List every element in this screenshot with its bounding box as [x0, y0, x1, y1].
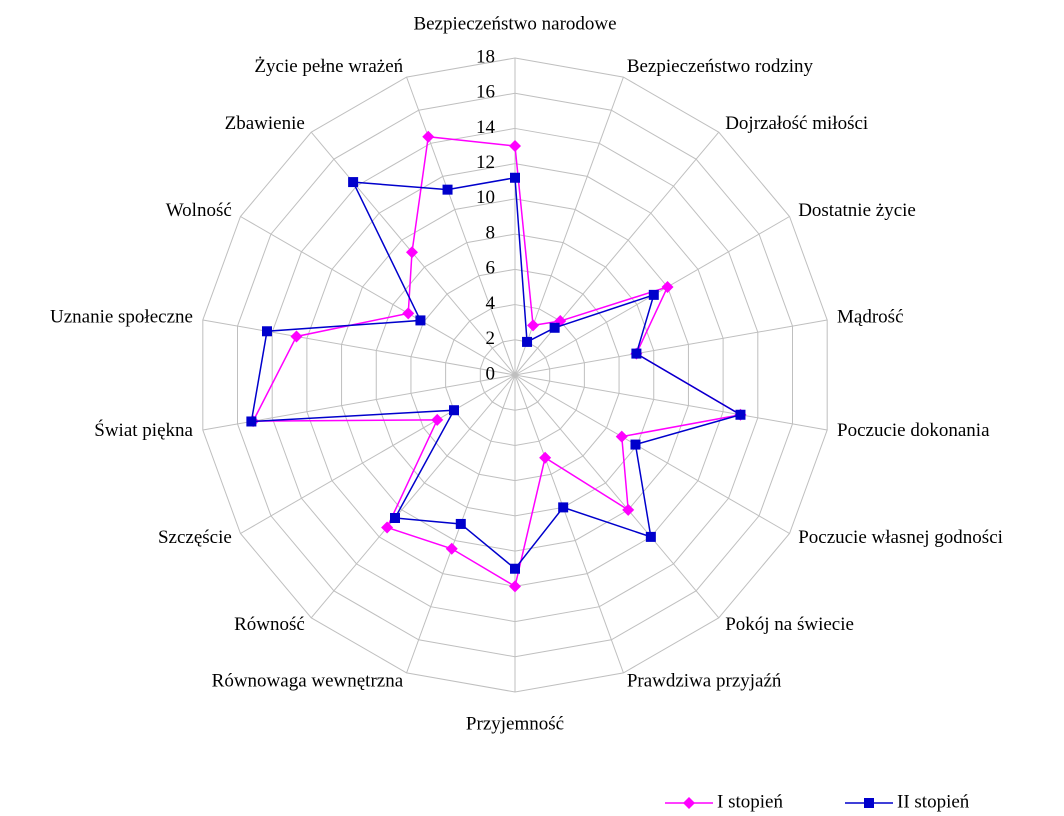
marker: [539, 451, 552, 464]
marker: [510, 563, 520, 574]
category-label: Dojrzałość miłości: [725, 113, 868, 134]
marker: [405, 246, 418, 259]
marker: [509, 580, 521, 593]
marker: [509, 140, 521, 153]
radial-tick-label: 14: [476, 117, 496, 138]
marker: [631, 348, 642, 359]
marker: [527, 319, 540, 332]
category-label: Świat piękna: [94, 419, 193, 441]
marker: [549, 322, 560, 333]
spoke: [202, 319, 516, 376]
category-label: Bezpieczeństwo rodziny: [627, 56, 814, 77]
category-label: Mądrość: [837, 307, 903, 328]
marker: [448, 405, 459, 416]
radial-tick-label: 18: [476, 46, 495, 67]
category-label: Równość: [234, 614, 305, 635]
marker: [522, 336, 533, 347]
marker: [445, 542, 458, 555]
marker: [735, 409, 746, 420]
marker: [630, 439, 641, 450]
marker: [348, 177, 359, 188]
radial-tick-label: 10: [476, 187, 495, 208]
spoke: [514, 374, 624, 674]
marker: [422, 130, 435, 143]
marker: [510, 172, 520, 183]
legend-label: I stopień: [717, 791, 783, 812]
radial-tick-label: 4: [486, 293, 496, 314]
radial-tick-label: 6: [486, 258, 496, 279]
spoke: [310, 374, 516, 619]
marker: [455, 518, 466, 529]
radial-tick-label: 0: [486, 363, 496, 384]
radial-tick-label: 12: [476, 152, 495, 173]
spoke: [514, 374, 720, 619]
category-label: Poczucie dokonania: [837, 420, 990, 441]
spoke: [240, 216, 516, 376]
marker: [645, 531, 656, 542]
spoke: [240, 374, 516, 534]
marker: [558, 502, 569, 513]
category-label: Bezpieczeństwo narodowe: [413, 13, 616, 34]
marker: [390, 513, 401, 524]
spoke: [514, 76, 624, 376]
category-label: Zbawienie: [225, 113, 305, 134]
radial-tick-label: 16: [476, 82, 495, 103]
category-label: Równowaga wewnętrzna: [212, 671, 404, 692]
marker: [683, 797, 695, 809]
legend-label: II stopień: [897, 791, 970, 812]
marker: [661, 280, 674, 293]
marker: [615, 430, 628, 443]
marker: [415, 315, 426, 326]
category-label: Uznanie społeczne: [50, 307, 193, 328]
category-label: Dostatnie życie: [798, 200, 916, 221]
spoke: [514, 374, 828, 431]
radial-tick-label: 8: [486, 222, 496, 243]
category-label: Wolność: [166, 200, 232, 221]
category-label: Prawdziwa przyjaźń: [627, 671, 782, 692]
series-line: [250, 176, 743, 570]
marker: [261, 326, 272, 337]
category-label: Szczęście: [158, 527, 232, 548]
spoke: [514, 319, 828, 376]
spoke: [514, 131, 720, 376]
marker: [290, 330, 303, 343]
series: [246, 172, 746, 574]
spoke: [514, 374, 790, 534]
marker: [246, 416, 257, 427]
category-label: Życie pełne wrażeń: [254, 56, 403, 77]
category-label: Poczucie własnej godności: [798, 527, 1003, 548]
marker: [622, 503, 635, 516]
spoke: [406, 76, 516, 376]
series-line: [251, 135, 743, 588]
marker: [431, 413, 444, 426]
marker: [442, 184, 453, 195]
category-label: Przyjemność: [466, 713, 564, 734]
category-label: Pokój na świecie: [725, 614, 854, 635]
marker: [402, 307, 415, 320]
radial-tick-label: 2: [486, 328, 496, 349]
marker: [864, 798, 874, 808]
marker: [648, 289, 659, 300]
marker: [381, 521, 394, 534]
